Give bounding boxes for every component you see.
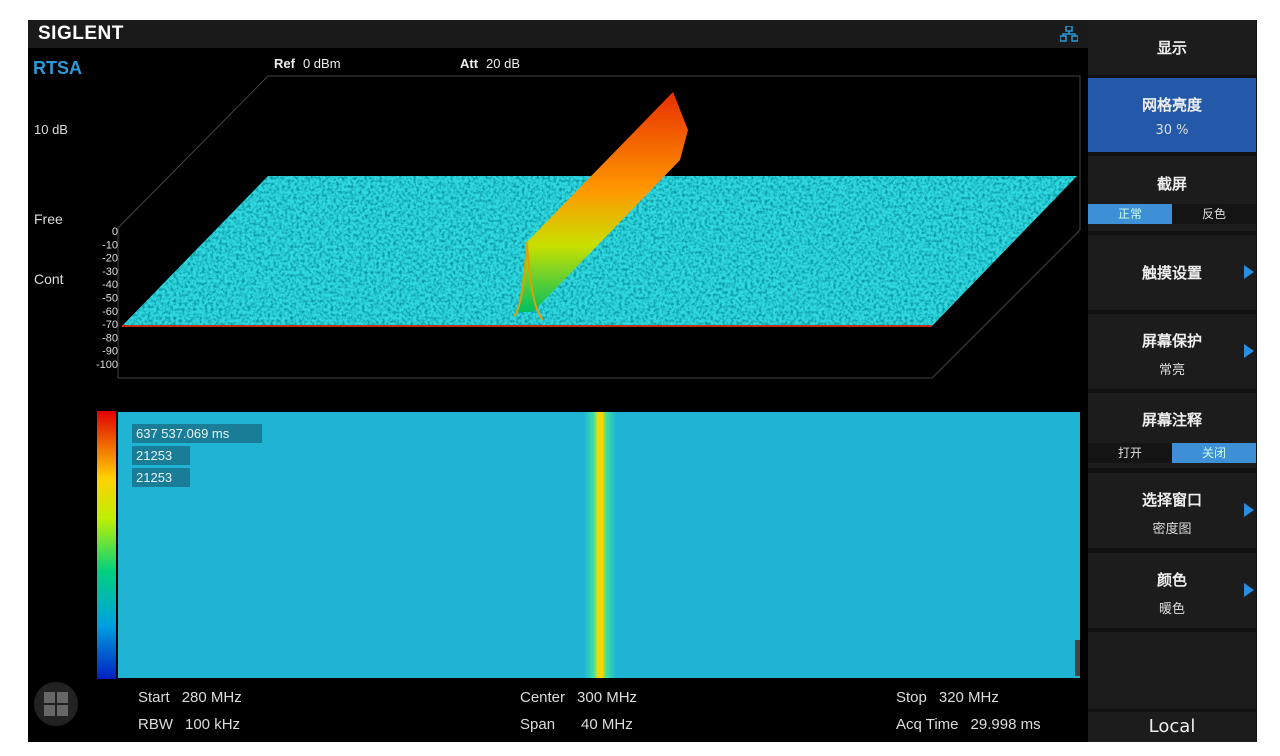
screenshot-option-inverse[interactable]: 反色 [1172,204,1256,224]
submenu-arrow-icon [1244,344,1254,358]
color-scale-bar [97,411,116,679]
acq-label: Acq Time [896,716,959,733]
grid-brightness-label: 网格亮度 [1141,96,1202,114]
stop-value: 320 MHz [938,689,999,706]
brand-logo: SIGLENT [38,23,124,44]
spectrogram-scrollbar [1075,640,1080,676]
scale-label[interactable]: 10 dB [34,122,68,137]
info-count-2: 21253 [132,468,190,487]
menu-select-window[interactable]: 选择窗口 密度图 [1088,473,1256,548]
submenu-arrow-icon [1244,583,1254,597]
select-window-label: 选择窗口 [1141,491,1202,509]
attenuation[interactable]: Att 20 dB [460,56,520,71]
stop-freq[interactable]: Stop 320 MHz [896,689,999,706]
y-tick-label: -70 [102,319,118,331]
y-tick-label: -100 [96,359,118,371]
3d-frame [117,75,1081,379]
menu-empty [1088,632,1256,709]
menu-grid-brightness[interactable]: 网格亮度 30 % [1088,78,1256,152]
menu-title: 显示 [1088,20,1256,75]
start-freq[interactable]: Start 280 MHz [138,689,242,706]
start-value: 280 MHz [181,689,242,706]
info-count-1: 21253 [132,446,190,465]
submenu-arrow-icon [1244,503,1254,517]
screenshot-toggle: 正常 反色 [1088,204,1256,224]
local-button[interactable]: Local [1088,712,1256,742]
y-tick-label: -90 [102,346,118,358]
acq-value: 29.998 ms [970,716,1041,733]
ref-value: 0 dBm [302,56,341,71]
mode-label: RTSA [33,58,82,78]
y-tick-label: -50 [102,293,118,305]
select-window-value: 密度图 [1152,522,1192,537]
menu-screensaver[interactable]: 屏幕保护 常亮 [1088,314,1256,389]
att-label: Att [460,56,479,71]
menu-screenshot: 截屏 正常 反色 [1088,156,1256,231]
menu-touch-settings[interactable]: 触摸设置 [1088,235,1256,310]
y-tick-label: -40 [102,279,118,291]
annotation-toggle: 打开 关闭 [1088,443,1256,463]
plot-area: 0-10 -20-30-40 -50-60-70-80 -90-100 [96,75,1081,679]
annotation-label: 屏幕注释 [1141,411,1202,429]
y-tick-label: -60 [102,306,118,318]
analyzer-screen: SIGLENT RTSA Ref 0 dBm Att 20 dB 10 dB Fre… [28,20,1257,742]
sweep-label[interactable]: Cont [34,271,64,287]
center-freq[interactable]: Center 300 MHz [520,689,637,706]
ref-level[interactable]: Ref 0 dBm [274,56,341,71]
center-value: 300 MHz [577,689,638,706]
screenshot-label: 截屏 [1156,175,1187,193]
center-label: Center [520,689,566,706]
span-label: Span [520,716,556,733]
screenshot-option-normal[interactable]: 正常 [1088,204,1172,224]
y-tick-label: -80 [102,332,118,344]
acq-time[interactable]: Acq Time 29.998 ms [896,716,1041,733]
touch-settings-label: 触摸设置 [1141,264,1202,282]
span-value: 40 MHz [581,716,633,733]
submenu-arrow-icon [1244,265,1254,279]
softkey-menu: 显示 网格亮度 30 % 截屏 正常 反色 触摸设置 屏幕保护 常亮 屏幕注释 … [1088,20,1257,742]
color-value: 暖色 [1158,602,1185,617]
trigger-label[interactable]: Free [34,211,63,227]
menu-color[interactable]: 颜色 暖色 [1088,553,1256,628]
y-tick-label: -20 [102,253,118,265]
stop-label: Stop [896,689,927,706]
grid-brightness-value: 30 % [1155,123,1189,138]
y-tick-label: -30 [102,266,118,278]
top-bar: SIGLENT [28,20,1088,48]
info-time: 637 537.069 ms [132,424,262,443]
network-icon [1060,26,1078,42]
rbw-value: 100 kHz [185,716,241,733]
app-grid-button[interactable] [34,682,78,726]
rbw-label: RBW [138,716,173,733]
menu-annotation: 屏幕注释 打开 关闭 [1088,393,1256,468]
start-label: Start [138,689,170,706]
att-value: 20 dB [486,56,521,71]
rbw[interactable]: RBW 100 kHz [138,716,240,733]
color-label: 颜色 [1156,571,1187,589]
ref-label: Ref [274,56,295,71]
signal-ridge [518,92,688,312]
y-axis: 0-10 -20-30-40 -50-60-70-80 -90-100 [96,226,118,371]
screensaver-value: 常亮 [1158,363,1185,378]
y-tick-label: -10 [102,239,118,251]
annotation-option-on[interactable]: 打开 [1088,443,1172,463]
span[interactable]: Span 40 MHz [520,716,633,733]
y-tick-label: 0 [112,226,118,238]
screensaver-label: 屏幕保护 [1141,332,1202,350]
annotation-option-off[interactable]: 关闭 [1172,443,1256,463]
